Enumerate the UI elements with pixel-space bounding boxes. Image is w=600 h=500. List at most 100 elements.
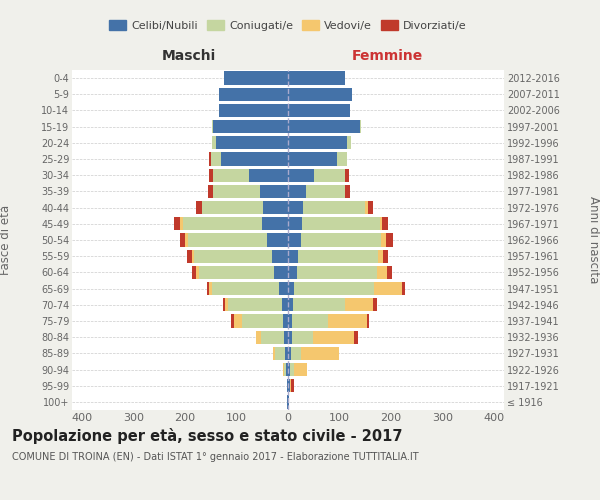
Bar [288, 120, 360, 134]
Bar [288, 363, 290, 376]
Bar [223, 298, 225, 312]
Bar [209, 152, 211, 166]
Bar [292, 330, 313, 344]
Bar [282, 298, 288, 312]
Bar [288, 72, 344, 85]
Bar [180, 234, 185, 246]
Text: Maschi: Maschi [161, 48, 216, 62]
Bar [288, 185, 306, 198]
Bar [209, 168, 214, 182]
Bar [292, 314, 328, 328]
Bar [221, 152, 288, 166]
Bar [250, 168, 288, 182]
Bar [208, 185, 214, 198]
Bar [185, 234, 188, 246]
Bar [288, 217, 302, 230]
Bar [212, 136, 216, 149]
Bar [294, 282, 374, 295]
Bar [288, 168, 314, 182]
Bar [192, 250, 194, 263]
Bar [337, 152, 347, 166]
Bar [218, 104, 288, 117]
Bar [367, 314, 369, 328]
Bar [288, 201, 304, 214]
Bar [262, 217, 288, 230]
Bar [373, 298, 377, 312]
Bar [313, 330, 354, 344]
Bar [306, 185, 344, 198]
Bar [193, 266, 196, 279]
Bar [225, 298, 228, 312]
Bar [284, 363, 286, 376]
Bar [279, 282, 288, 295]
Bar [290, 363, 293, 376]
Bar [214, 168, 250, 182]
Bar [402, 282, 405, 295]
Bar [209, 282, 212, 295]
Bar [263, 201, 288, 214]
Bar [288, 282, 294, 295]
Bar [344, 168, 349, 182]
Bar [242, 314, 283, 328]
Bar [382, 217, 388, 230]
Bar [211, 152, 221, 166]
Bar [286, 346, 288, 360]
Bar [212, 282, 279, 295]
Bar [288, 396, 289, 408]
Text: Popolazione per età, sesso e stato civile - 2017: Popolazione per età, sesso e stato civil… [12, 428, 403, 444]
Bar [260, 185, 288, 198]
Bar [182, 217, 262, 230]
Bar [288, 314, 292, 328]
Bar [180, 217, 182, 230]
Bar [354, 330, 358, 344]
Bar [207, 282, 209, 295]
Bar [365, 201, 368, 214]
Bar [288, 298, 293, 312]
Bar [288, 379, 290, 392]
Bar [275, 346, 286, 360]
Bar [374, 282, 402, 295]
Bar [290, 379, 291, 392]
Text: COMUNE DI TROINA (EN) - Dati ISTAT 1° gennaio 2017 - Elaborazione TUTTITALIA.IT: COMUNE DI TROINA (EN) - Dati ISTAT 1° ge… [12, 452, 419, 462]
Bar [174, 217, 180, 230]
Bar [196, 266, 199, 279]
Bar [314, 168, 344, 182]
Bar [378, 250, 383, 263]
Bar [288, 250, 298, 263]
Text: Femmine: Femmine [352, 48, 423, 62]
Bar [377, 266, 387, 279]
Bar [224, 72, 288, 85]
Bar [199, 266, 274, 279]
Text: Fasce di età: Fasce di età [0, 205, 13, 275]
Bar [287, 396, 288, 408]
Bar [288, 136, 347, 149]
Bar [288, 346, 290, 360]
Bar [188, 234, 268, 246]
Bar [293, 298, 344, 312]
Bar [344, 185, 350, 198]
Bar [293, 363, 307, 376]
Bar [216, 136, 288, 149]
Bar [304, 201, 365, 214]
Bar [291, 379, 293, 392]
Bar [347, 136, 351, 149]
Bar [272, 346, 275, 360]
Bar [274, 266, 288, 279]
Bar [194, 250, 272, 263]
Bar [212, 120, 214, 134]
Bar [187, 250, 192, 263]
Bar [283, 363, 284, 376]
Bar [284, 330, 288, 344]
Bar [228, 298, 282, 312]
Bar [288, 104, 350, 117]
Bar [234, 314, 242, 328]
Bar [214, 185, 260, 198]
Legend: Celibi/Nubili, Coniugati/e, Vedovi/e, Divorziati/e: Celibi/Nubili, Coniugati/e, Vedovi/e, Di… [105, 16, 471, 36]
Bar [272, 250, 288, 263]
Bar [288, 88, 352, 101]
Bar [328, 314, 367, 328]
Bar [283, 314, 288, 328]
Bar [301, 234, 380, 246]
Bar [288, 330, 292, 344]
Bar [261, 330, 284, 344]
